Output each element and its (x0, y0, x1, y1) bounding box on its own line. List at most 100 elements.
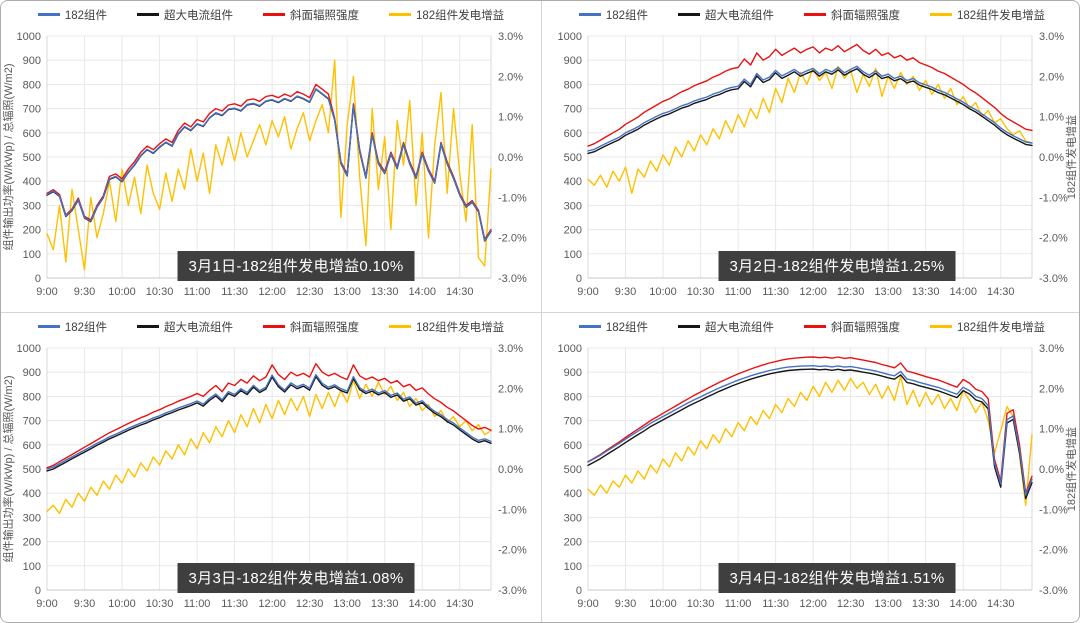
left-axis-tick-label: 700 (564, 104, 582, 116)
legend-label: 超大电流组件 (705, 9, 774, 22)
left-axis-tick-label: 500 (564, 464, 582, 476)
legend-item-tilted-irradiance: 斜面辐照强度 (804, 319, 900, 335)
right-axis-tick-label: -3.0% (1039, 273, 1068, 285)
left-axis-tick-label: 0 (35, 585, 41, 597)
left-axis-tick-label: 900 (564, 55, 582, 67)
legend-item-overcurrent-module: 超大电流组件 (678, 319, 774, 335)
series-line-overcurrent-module (587, 68, 1033, 155)
legend-item-tilted-irradiance: 斜面辐照强度 (263, 319, 359, 335)
legend-line-swatch (678, 13, 700, 16)
x-axis-tick-label: 13:00 (333, 598, 361, 610)
x-axis-tick-label: 12:00 (799, 598, 827, 610)
legend-line-swatch (804, 325, 826, 328)
series-line-tilted-irradiance (587, 43, 1033, 147)
legend-label: 斜面辐照强度 (290, 9, 359, 22)
x-axis-tick-label: 12:00 (258, 286, 286, 298)
x-axis-tick-label: 14:30 (987, 286, 1015, 298)
legend: 182组件 超大电流组件 斜面辐照强度 182组件发电增益 (542, 313, 1079, 340)
x-axis-tick-label: 10:30 (687, 286, 715, 298)
x-axis-tick-label: 9:00 (577, 286, 598, 298)
right-axis-tick-label: 2.0% (1039, 383, 1064, 395)
legend-label: 182组件发电增益 (416, 9, 505, 22)
legend-line-swatch (804, 13, 826, 16)
right-axis-tick-label: 1.0% (498, 112, 523, 124)
series-line-overcurrent-module (46, 375, 492, 472)
x-axis-tick-label: 11:00 (725, 598, 752, 610)
series-line-module-182 (46, 373, 492, 470)
legend-label: 182组件 (605, 321, 648, 334)
left-axis-tick-label: 700 (564, 416, 582, 428)
legend-line-swatch (678, 325, 700, 328)
x-axis-tick-label: 12:00 (799, 286, 827, 298)
legend-line-swatch (578, 325, 601, 328)
right-axis-tick-label: 0.0% (1039, 152, 1064, 164)
left-axis-tick-label: 700 (23, 416, 41, 428)
left-axis-tick-label: 1000 (17, 343, 41, 355)
legend: 182组件 超大电流组件 斜面辐照强度 182组件发电增益 (1, 1, 541, 28)
chart-panel-march-1: 182组件 超大电流组件 斜面辐照强度 182组件发电增益 1000 900 800 700… (1, 1, 542, 313)
line-chart-march-3: 100090080070060050040030020010003.0%2.0%… (1, 343, 527, 610)
legend-label: 超大电流组件 (164, 321, 233, 334)
chart-panel-march-2: 182组件 超大电流组件 斜面辐照强度 182组件发电增益 1000 900 800 700… (542, 1, 1079, 313)
legend-label: 182组件 (64, 321, 107, 334)
left-axis-title: 组件输出功率(W/kWp) / 总辐照(W/m2) (1, 376, 15, 563)
left-axis-tick-label: 800 (23, 391, 41, 403)
left-axis-tick-label: 300 (564, 512, 582, 524)
series-line-gain-182 (46, 379, 492, 515)
x-axis-tick-label: 10:00 (649, 598, 677, 610)
legend-item-overcurrent-module: 超大电流组件 (137, 7, 233, 23)
right-axis-tick-label: -2.0% (498, 545, 527, 557)
legend-label: 超大电流组件 (164, 9, 233, 22)
legend-item-gain-182: 182组件发电增益 (389, 319, 504, 335)
right-axis-tick-label: 1.0% (498, 424, 523, 436)
x-axis-tick-label: 11:30 (762, 598, 789, 610)
right-axis-tick-label: 0.0% (498, 152, 523, 164)
legend-label: 斜面辐照强度 (831, 9, 900, 22)
right-axis-tick-label: 3.0% (1039, 343, 1064, 355)
right-axis-tick-label: 3.0% (498, 31, 523, 43)
series-line-module-182 (46, 88, 492, 242)
left-axis-tick-label: 600 (23, 128, 41, 140)
x-axis-tick-label: 10:30 (146, 598, 174, 610)
right-axis-tick-label: 3.0% (498, 343, 523, 355)
right-axis-tick-label: 1.0% (1039, 424, 1064, 436)
x-axis-tick-label: 10:30 (146, 286, 174, 298)
left-axis-tick-label: 200 (564, 537, 582, 549)
right-axis-tick-label: 3.0% (1039, 31, 1064, 43)
right-axis-tick-label: -2.0% (1039, 233, 1068, 245)
left-axis-tick-label: 800 (23, 79, 41, 91)
line-chart-march-1: 100090080070060050040030020010003.0%2.0%… (1, 31, 527, 298)
x-axis-tick-label: 9:30 (615, 286, 636, 298)
x-axis-tick-label: 9:00 (36, 286, 57, 298)
legend: 182组件 超大电流组件 斜面辐照强度 182组件发电增益 (1, 313, 541, 340)
left-axis-tick-label: 0 (576, 585, 582, 597)
x-axis-tick-label: 10:00 (108, 286, 136, 298)
left-axis-tick-label: 100 (564, 561, 582, 573)
legend-line-swatch (389, 13, 411, 16)
right-axis-tick-label: 1.0% (1039, 112, 1064, 124)
x-axis-tick-label: 14:00 (408, 286, 436, 298)
left-axis-tick-label: 100 (564, 249, 582, 261)
chart-annotation-march-1: 3月1日-182组件发电增益0.10% (177, 251, 415, 281)
legend-line-swatch (37, 325, 60, 328)
x-axis-tick-label: 12:00 (258, 598, 286, 610)
x-axis-tick-label: 12:30 (296, 286, 324, 298)
left-axis-tick-label: 800 (564, 391, 582, 403)
x-axis-tick-label: 14:00 (408, 598, 436, 610)
left-axis-tick-label: 600 (564, 128, 582, 140)
left-axis-tick-label: 200 (23, 225, 41, 237)
legend-line-swatch (389, 325, 411, 328)
right-axis-tick-label: 0.0% (498, 464, 523, 476)
legend-label: 182组件发电增益 (957, 321, 1046, 334)
chart-panel-march-3: 182组件 超大电流组件 斜面辐照强度 182组件发电增益 1000 900 800 700… (1, 313, 542, 622)
x-axis-tick-label: 13:00 (874, 598, 902, 610)
line-chart-march-4: 100090080070060050040030020010003.0%2.0%… (558, 343, 1078, 610)
x-axis-tick-label: 10:00 (649, 286, 677, 298)
left-axis-tick-label: 600 (564, 440, 582, 452)
chart-annotation-march-4: 3月4日-182组件发电增益1.51% (718, 563, 956, 593)
legend-item-gain-182: 182组件发电增益 (930, 319, 1045, 335)
left-axis-tick-label: 300 (23, 512, 41, 524)
legend-line-swatch (137, 13, 159, 16)
